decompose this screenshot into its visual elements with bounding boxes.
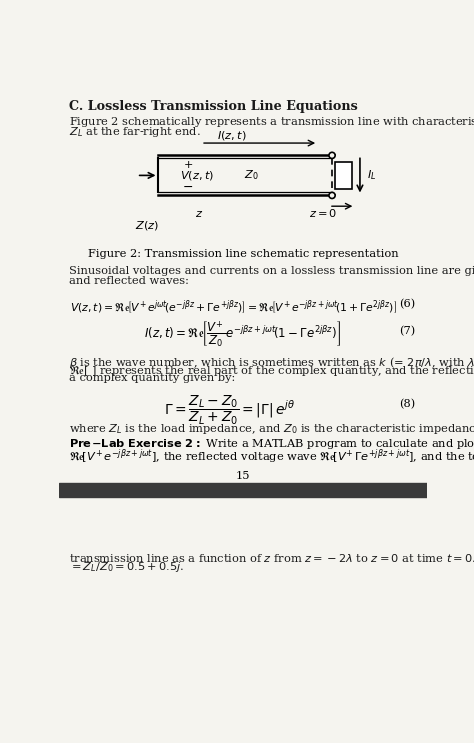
- Text: $V(z,t)$: $V(z,t)$: [180, 169, 214, 182]
- Text: Figure 2 schematically represents a transmission line with characteristic impeda: Figure 2 schematically represents a tran…: [69, 115, 474, 129]
- Text: $I(z,t)$: $I(z,t)$: [217, 129, 247, 141]
- Text: $-$: $-$: [182, 180, 193, 192]
- Text: $I(z,t) = \mathfrak{Re}\!\left[\dfrac{V^{\!+}}{Z_0}e^{-j\beta z+j\omega t}\!\lef: $I(z,t) = \mathfrak{Re}\!\left[\dfrac{V^…: [145, 320, 341, 350]
- Text: $+$: $+$: [183, 159, 193, 170]
- Text: $Z_0$: $Z_0$: [244, 169, 259, 182]
- Text: 15: 15: [236, 471, 250, 481]
- Text: $z$: $z$: [195, 210, 203, 219]
- Text: where $Z_L$ is the load impedance, and $Z_0$ is the characteristic impedance of : where $Z_L$ is the load impedance, and $…: [69, 422, 474, 436]
- Text: Sinusoidal voltages and currents on a lossless transmission line are given by th: Sinusoidal voltages and currents on a lo…: [69, 266, 474, 276]
- Bar: [335, 161, 352, 189]
- Text: $\mathfrak{Re}[\;]$ represents the real part of the complex quantity, and the re: $\mathfrak{Re}[\;]$ represents the real …: [69, 364, 474, 378]
- Text: $Z_L$: $Z_L$: [337, 169, 351, 182]
- Text: $I_L$: $I_L$: [367, 169, 376, 182]
- Text: $V(z,t) = \mathfrak{Re}\!\left[V^{\!+}e^{j\omega t}\!\left(e^{-j\beta z}+\Gamma : $V(z,t) = \mathfrak{Re}\!\left[V^{\!+}e^…: [70, 299, 397, 317]
- Circle shape: [329, 152, 335, 158]
- Text: $= Z_L/Z_0 = 0.5+0.5j$.: $= Z_L/Z_0 = 0.5+0.5j$.: [69, 560, 184, 574]
- Text: a complex quantity given by:: a complex quantity given by:: [69, 373, 235, 383]
- Circle shape: [329, 192, 335, 198]
- Bar: [59, 484, 427, 497]
- Text: transmission line as a function of $z$ from $z = -2\lambda$ to $z = 0$ at time $: transmission line as a function of $z$ f…: [69, 551, 474, 566]
- Text: Figure 2: Transmission line schematic representation: Figure 2: Transmission line schematic re…: [88, 250, 398, 259]
- Text: $\mathfrak{Re}\!\left[V^{\!+}e^{-j\beta z+j\omega t}\right]$, the reflected volt: $\mathfrak{Re}\!\left[V^{\!+}e^{-j\beta …: [69, 447, 474, 466]
- Text: (7): (7): [400, 326, 416, 337]
- Text: and reflected waves:: and reflected waves:: [69, 276, 189, 285]
- Text: $\mathbf{Pre\!-\!Lab\ Exercise\ 2:}$ Write a MATLAB program to calculate and plo: $\mathbf{Pre\!-\!Lab\ Exercise\ 2:}$ Wri…: [69, 437, 474, 451]
- Text: $\beta$ is the wave number, which is sometimes written as $k$ (= $2\pi/\lambda$,: $\beta$ is the wave number, which is som…: [69, 355, 474, 370]
- Text: $z = 0$: $z = 0$: [309, 207, 337, 219]
- Text: (8): (8): [400, 399, 416, 409]
- Text: $Z(z)$: $Z(z)$: [135, 218, 159, 232]
- Text: C. Lossless Transmission Line Equations: C. Lossless Transmission Line Equations: [69, 100, 357, 113]
- Text: $Z_L$ at the far-right end.: $Z_L$ at the far-right end.: [69, 125, 200, 139]
- Text: (6): (6): [400, 299, 416, 309]
- Text: $\Gamma = \dfrac{Z_L - Z_0}{Z_L + Z_0} = |\Gamma|\,e^{j\theta}$: $\Gamma = \dfrac{Z_L - Z_0}{Z_L + Z_0} =…: [164, 394, 295, 427]
